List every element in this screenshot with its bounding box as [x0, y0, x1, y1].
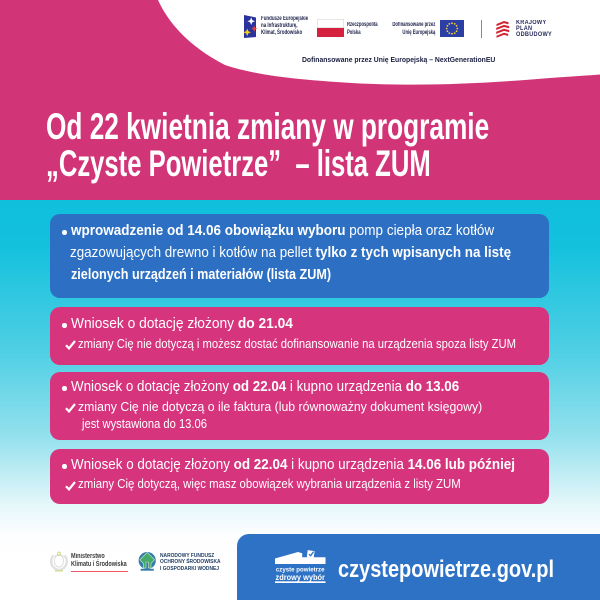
svg-text:czyste powietrze: czyste powietrze [276, 567, 325, 574]
svg-text:zdrowy wybór: zdrowy wybór [276, 573, 325, 582]
